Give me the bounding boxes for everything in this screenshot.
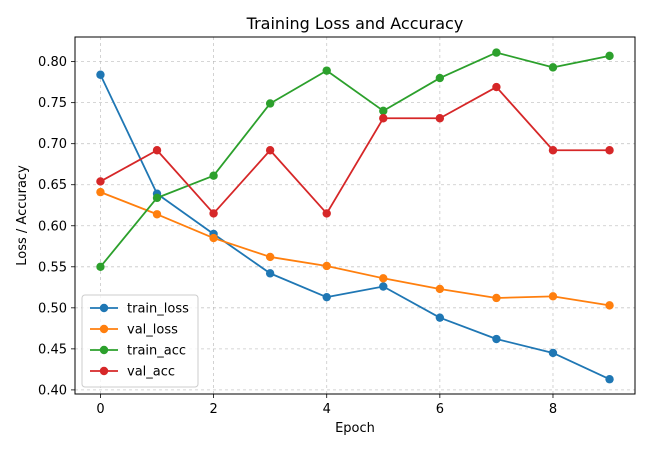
series-val_acc <box>96 82 614 218</box>
series-layer <box>96 48 614 384</box>
chart-title: Training Loss and Accuracy <box>246 14 464 33</box>
data-point-train_loss <box>379 282 388 291</box>
data-point-train_loss <box>96 70 105 79</box>
data-point-val_acc <box>435 114 445 123</box>
x-axis-label: Epoch <box>335 421 375 436</box>
data-point-val_loss <box>152 210 162 219</box>
data-point-train_acc <box>209 171 218 180</box>
y-tick-label: 0.60 <box>38 219 67 234</box>
data-point-train_acc <box>379 106 388 116</box>
data-point-val_acc <box>96 177 105 186</box>
legend-marker-val_loss <box>99 324 109 334</box>
x-tick-label: 4 <box>323 402 331 417</box>
y-tick-label: 0.40 <box>38 383 67 398</box>
data-point-train_loss <box>548 348 558 358</box>
y-tick-label: 0.45 <box>38 342 67 357</box>
y-tick-label: 0.50 <box>38 301 67 316</box>
series-val_loss <box>96 187 614 310</box>
data-point-train_acc <box>96 262 105 271</box>
data-point-train_loss <box>605 375 614 384</box>
data-point-train_acc <box>605 51 614 61</box>
legend-label-val_acc: val_acc <box>127 365 175 380</box>
data-point-train_acc <box>548 63 558 72</box>
data-point-val_acc <box>379 114 388 123</box>
data-point-val_acc <box>605 146 614 155</box>
y-tick-label: 0.80 <box>38 55 67 70</box>
series-line-train_acc <box>99 51 610 268</box>
data-point-val_loss <box>548 292 558 301</box>
data-point-val_acc <box>209 209 218 218</box>
data-point-val_loss <box>435 284 445 294</box>
data-point-val_acc <box>492 82 501 92</box>
y-tick-label: 0.70 <box>38 137 67 152</box>
series-line-val_acc <box>100 86 610 215</box>
axes-frame <box>74 36 636 395</box>
data-point-val_loss <box>492 293 501 303</box>
data-point-train_loss <box>265 269 275 278</box>
data-point-val_acc <box>152 146 162 155</box>
data-point-train_acc <box>265 99 275 108</box>
x-tick-label: 6 <box>436 402 444 417</box>
data-point-train_acc <box>435 73 445 83</box>
legend-marker-train_acc <box>99 345 109 355</box>
legend-box <box>81 294 199 388</box>
data-point-val_loss <box>605 301 614 310</box>
x-tick-label: 2 <box>209 402 217 417</box>
data-point-val_loss <box>379 274 388 283</box>
series-line-val_loss <box>100 191 610 307</box>
data-point-val_loss <box>322 261 331 271</box>
data-point-train_acc <box>492 48 501 57</box>
data-point-val_loss <box>265 252 275 262</box>
legend: train_loss val_loss train_acc val_acc <box>81 294 199 388</box>
y-tick-label: 0.55 <box>38 260 67 275</box>
series-train_acc <box>96 48 614 271</box>
y-tick-label: 0.65 <box>38 178 67 193</box>
data-point-train_loss <box>435 313 445 322</box>
data-point-val_loss <box>209 233 218 243</box>
legend-marker-train_loss <box>99 303 109 313</box>
y-axis-label: Loss / Accuracy <box>15 165 30 266</box>
x-tick-label: 0 <box>96 402 104 417</box>
legend-label-train_acc: train_acc <box>127 344 186 359</box>
data-point-val_acc <box>322 209 331 218</box>
legend-marker-val_acc <box>99 366 109 376</box>
data-point-val_acc <box>548 146 558 155</box>
axes-layer: 0 2 4 6 8 0.40 0.45 0.50 0.55 0.60 0.65 0.70 0.75 0.8… <box>38 55 557 417</box>
series-line-train_loss <box>99 74 610 381</box>
data-point-train_acc <box>152 193 162 203</box>
legend-label-train_loss: train_loss <box>127 302 189 317</box>
legend-label-val_loss: val_loss <box>127 323 178 338</box>
data-point-train_acc <box>322 66 331 75</box>
x-tick-label: 8 <box>549 402 557 417</box>
y-tick-label: 0.75 <box>38 96 67 111</box>
data-point-val_loss <box>96 187 105 197</box>
data-point-train_loss <box>492 334 501 344</box>
data-point-train_loss <box>322 292 331 302</box>
data-point-val_acc <box>265 146 275 155</box>
